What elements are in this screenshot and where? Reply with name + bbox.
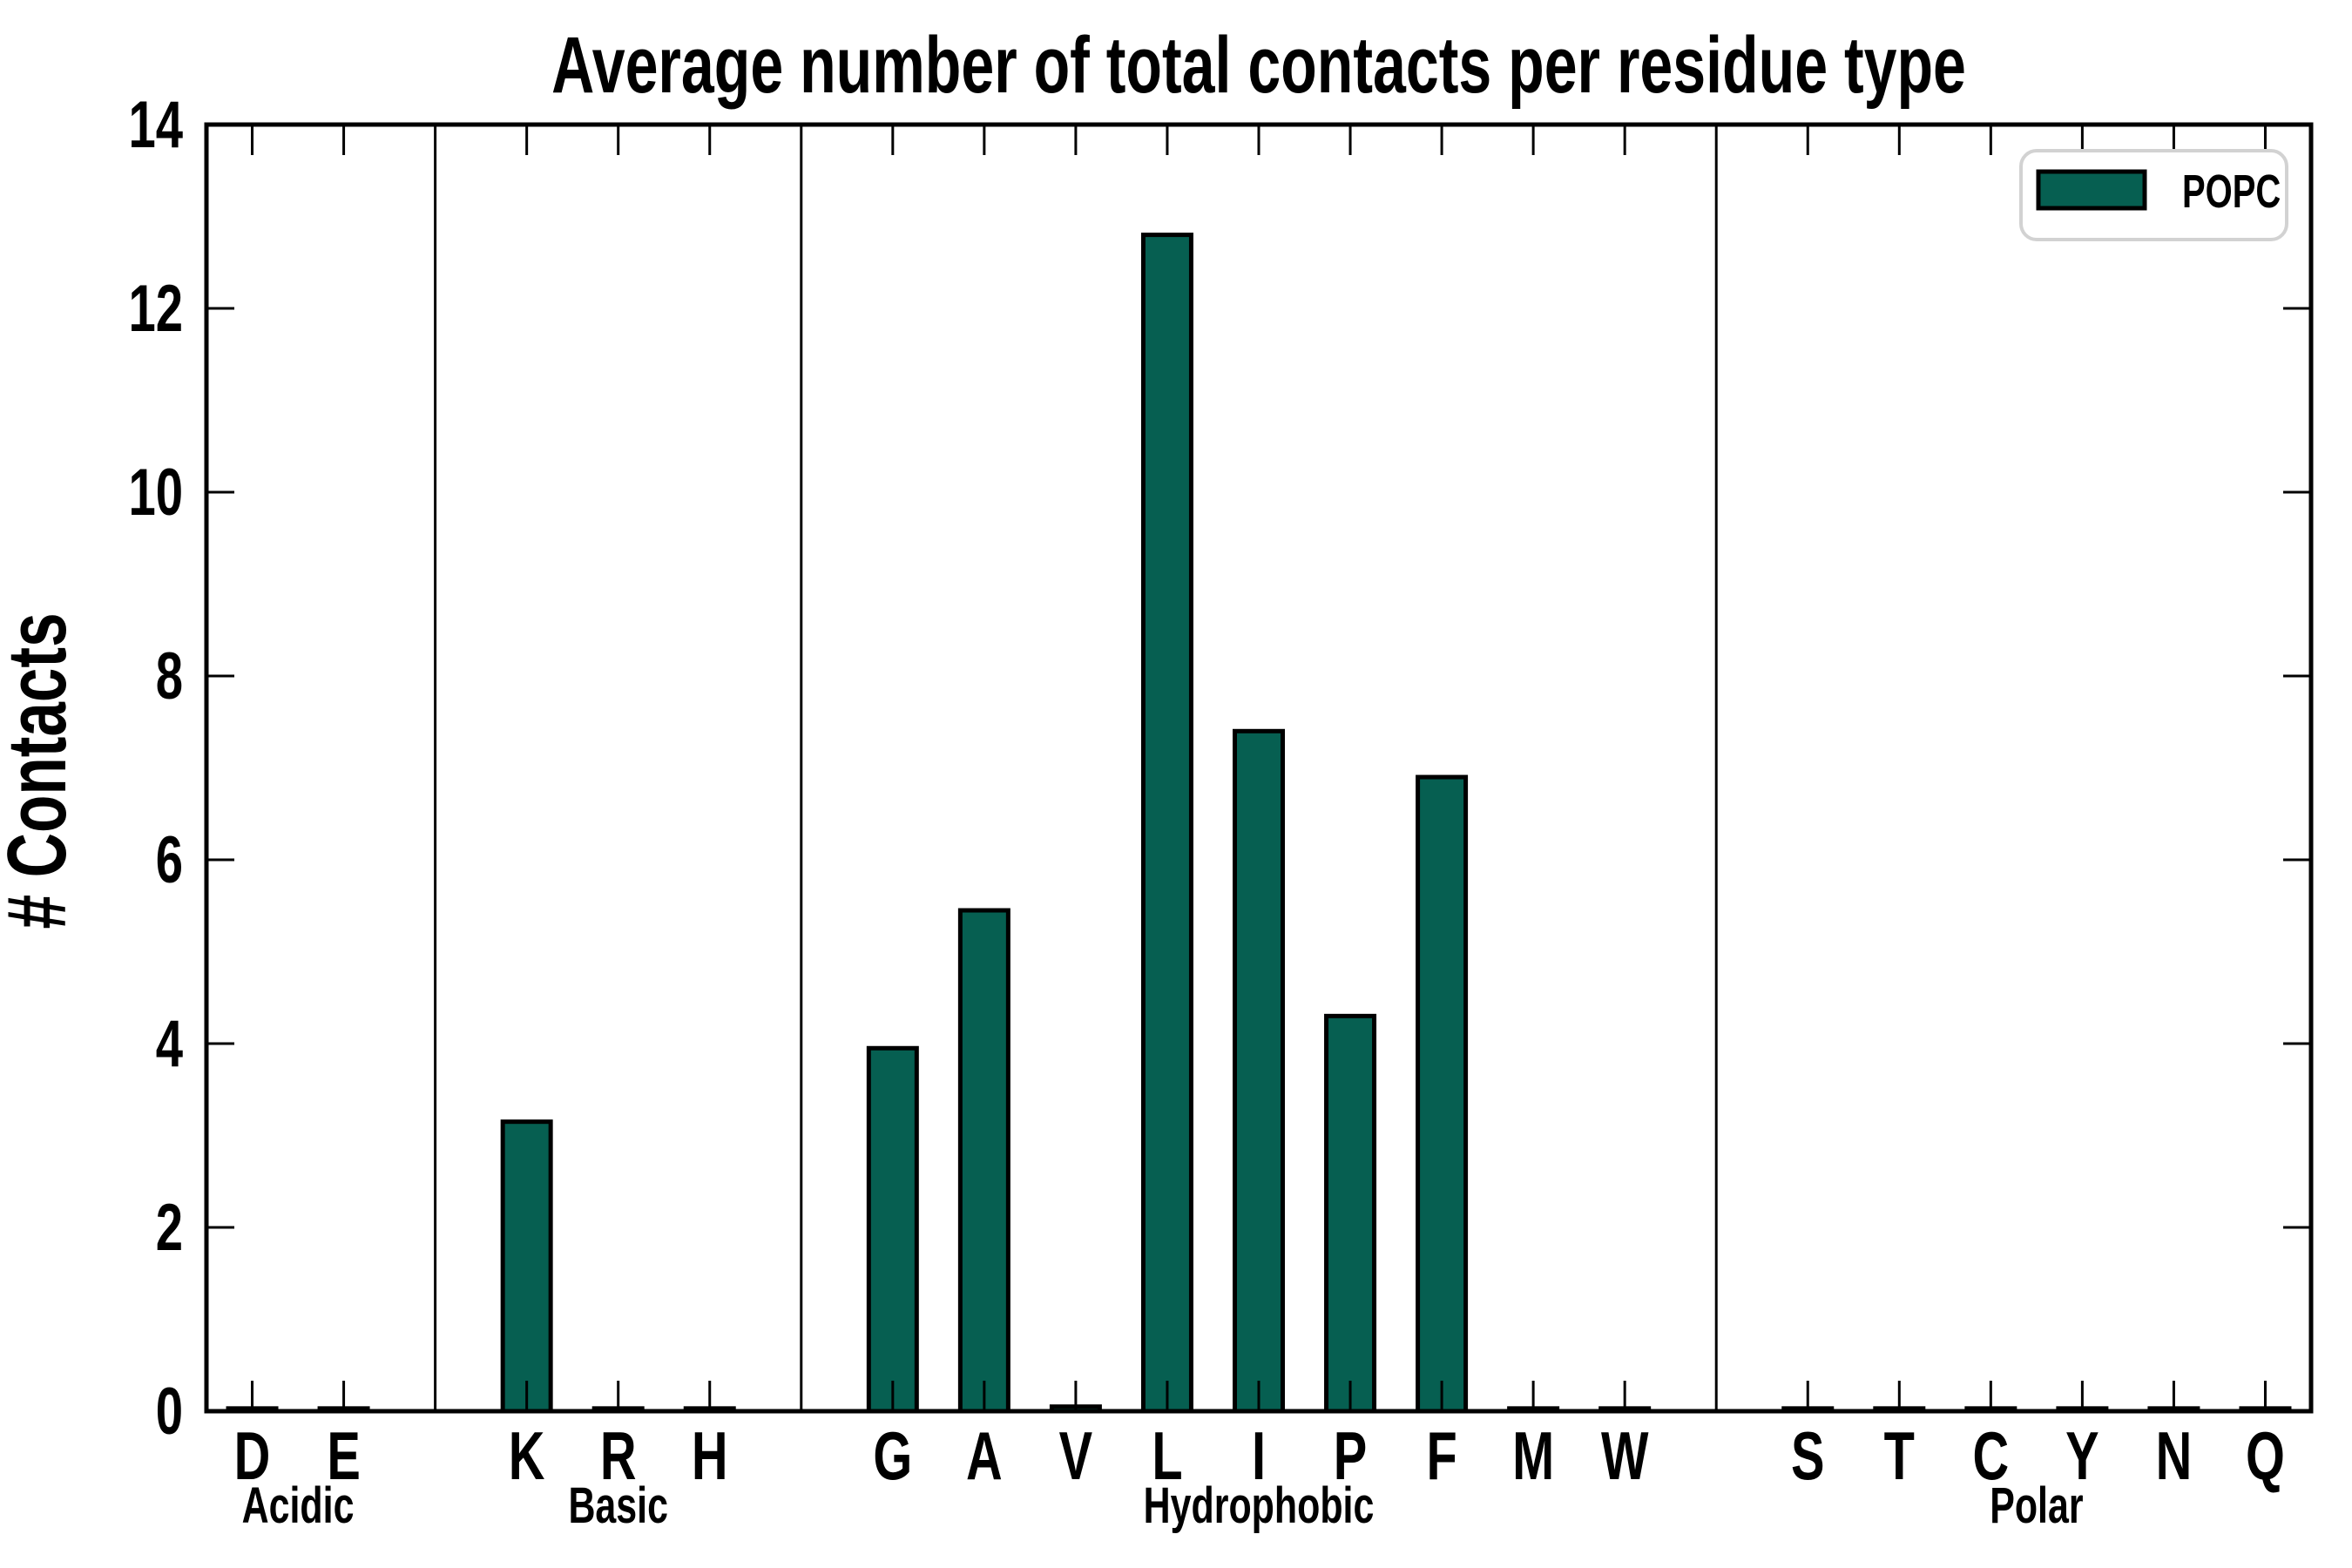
y-tick-label-0-text: 0 <box>156 1375 183 1449</box>
y-tick-label-6: 6 <box>156 823 183 897</box>
x-tick-label-E: E <box>327 1418 360 1495</box>
bar-A <box>957 908 1010 1414</box>
x-tick-label-M: M <box>1512 1418 1554 1495</box>
y-tick-label-2-text: 2 <box>156 1191 183 1265</box>
x-tick-label-G: G <box>873 1418 912 1495</box>
x-tick-label-S-text: S <box>1791 1418 1824 1495</box>
x-tick-label-M-text: M <box>1512 1418 1554 1495</box>
x-tick-label-K: K <box>509 1418 545 1495</box>
x-tick-label-H: H <box>692 1418 728 1495</box>
y-tick-label-12: 12 <box>128 272 183 346</box>
y-tick-label-2: 2 <box>156 1191 183 1265</box>
y-tick-label-12-text: 12 <box>128 272 183 346</box>
x-tick-label-K-text: K <box>509 1418 545 1495</box>
x-tick-label-W: W <box>1601 1418 1649 1495</box>
y-tick-label-8: 8 <box>156 639 183 713</box>
y-tick-label-8-text: 8 <box>156 639 183 713</box>
x-tick-label-C-text: C <box>1973 1418 2010 1495</box>
bar-F <box>1416 774 1469 1414</box>
group-label-polar-text: Polar <box>1990 1477 2083 1534</box>
x-tick-label-D-text: D <box>234 1418 271 1495</box>
x-tick-label-I-text: I <box>1252 1418 1266 1495</box>
x-tick-label-L-text: L <box>1152 1418 1182 1495</box>
legend-label-POPC: POPC <box>2182 166 2281 218</box>
x-tick-label-W-text: W <box>1601 1418 1649 1495</box>
bar-L <box>1140 233 1193 1414</box>
x-tick-label-I: I <box>1252 1418 1266 1495</box>
legend-label-text-POPC: POPC <box>2182 166 2281 218</box>
x-tick-label-N: N <box>2156 1418 2193 1495</box>
group-label-basic: Basic <box>568 1477 668 1534</box>
x-tick-label-V: V <box>1059 1418 1093 1495</box>
x-tick-label-H-text: H <box>692 1418 728 1495</box>
group-label-acidic-text: Acidic <box>242 1477 355 1534</box>
x-tick-label-Y: Y <box>2065 1418 2099 1495</box>
bar-P <box>1324 1013 1377 1414</box>
x-tick-label-E-text: E <box>327 1418 360 1495</box>
x-tick-label-R-text: R <box>600 1418 637 1495</box>
x-tick-label-C: C <box>1973 1418 2010 1495</box>
x-tick-label-D: D <box>234 1418 271 1495</box>
x-tick-label-Q-text: Q <box>2246 1418 2285 1495</box>
x-tick-label-T: T <box>1884 1418 1915 1495</box>
chart-title-text: Average number of total contacts per res… <box>551 21 1966 110</box>
y-tick-label-10: 10 <box>128 456 183 530</box>
group-label-hydrophobic-text: Hydrophobic <box>1144 1477 1375 1534</box>
x-tick-label-L: L <box>1152 1418 1182 1495</box>
group-label-polar: Polar <box>1990 1477 2083 1534</box>
x-tick-label-V-text: V <box>1059 1418 1093 1495</box>
legend-swatch-POPC <box>2036 169 2147 211</box>
x-tick-label-A: A <box>966 1418 1003 1495</box>
x-tick-label-F-text: F <box>1426 1418 1456 1495</box>
y-tick-label-14-text: 14 <box>128 88 183 162</box>
plot-frame <box>204 122 2314 1414</box>
y-tick-label-6-text: 6 <box>156 823 183 897</box>
group-label-acidic: Acidic <box>242 1477 355 1534</box>
x-tick-label-N-text: N <box>2156 1418 2193 1495</box>
y-axis-title: # Contacts <box>0 612 83 929</box>
x-tick-label-A-text: A <box>966 1418 1003 1495</box>
chart-title: Average number of total contacts per res… <box>551 21 1966 110</box>
bar-I <box>1233 728 1285 1414</box>
x-tick-label-R: R <box>600 1418 637 1495</box>
bar-G <box>866 1045 919 1414</box>
y-axis-title-text: # Contacts <box>0 612 83 929</box>
y-tick-label-0: 0 <box>156 1375 183 1449</box>
x-tick-label-P: P <box>1334 1418 1367 1495</box>
y-tick-label-14: 14 <box>128 88 183 162</box>
x-tick-label-P-text: P <box>1334 1418 1367 1495</box>
y-tick-label-4: 4 <box>156 1007 183 1081</box>
bar-K <box>500 1119 553 1414</box>
x-tick-label-G-text: G <box>873 1418 912 1495</box>
legend: POPC <box>2019 149 2288 241</box>
x-tick-label-F: F <box>1426 1418 1456 1495</box>
y-tick-label-4-text: 4 <box>156 1007 183 1081</box>
x-tick-label-Y-text: Y <box>2065 1418 2099 1495</box>
x-tick-label-T-text: T <box>1884 1418 1915 1495</box>
group-label-hydrophobic: Hydrophobic <box>1144 1477 1375 1534</box>
x-tick-label-S: S <box>1791 1418 1824 1495</box>
x-tick-label-Q: Q <box>2246 1418 2285 1495</box>
group-label-basic-text: Basic <box>568 1477 668 1534</box>
y-tick-label-10-text: 10 <box>128 456 183 530</box>
